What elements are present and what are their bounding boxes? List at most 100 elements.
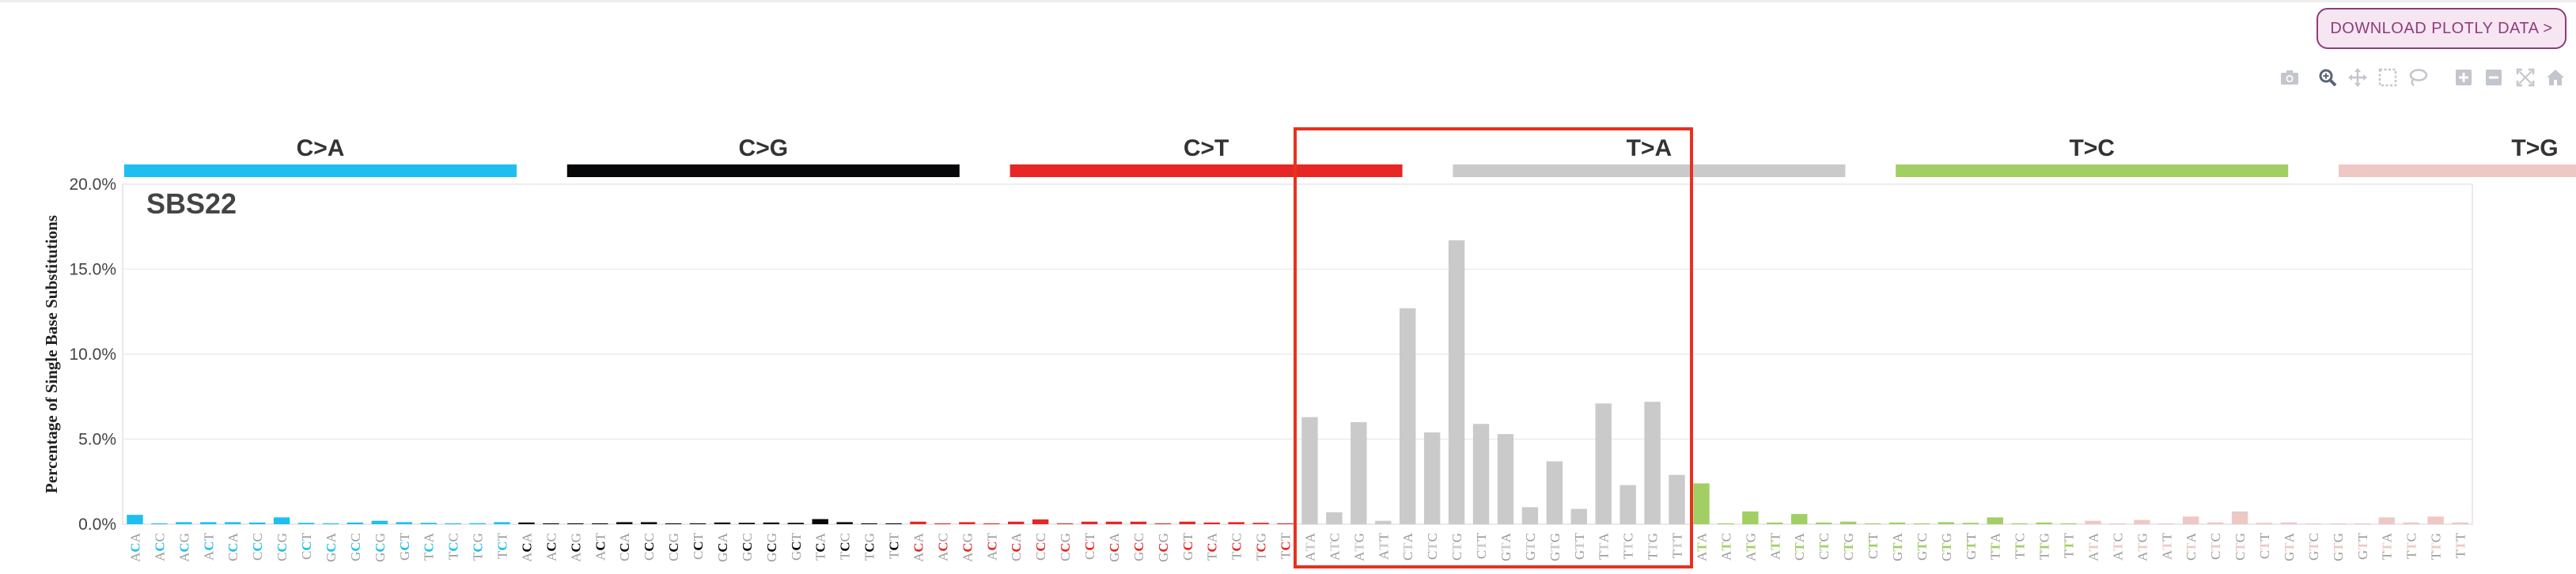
x-tick-label: TTA — [1988, 532, 2003, 560]
x-tick-label: ATT — [1767, 532, 1782, 560]
x-tick-label: ACA — [127, 532, 142, 562]
x-tick-label: GCT — [397, 532, 412, 561]
data-bar — [1277, 523, 1294, 524]
data-bar — [396, 522, 412, 524]
data-bar — [1619, 485, 1636, 524]
data-bar — [1839, 521, 1857, 524]
x-tick-label: CTA — [2184, 532, 2199, 561]
group-header-label: T>G — [2511, 135, 2558, 161]
data-bar — [469, 523, 486, 524]
download-plotly-data-button[interactable]: DOWNLOAD PLOTLY DATA > — [2317, 8, 2567, 49]
y-tick-label: 0.0% — [78, 515, 116, 534]
x-tick-label: TCG — [862, 533, 877, 561]
data-bar — [1987, 517, 2003, 524]
x-tick-label: ATA — [1302, 532, 1317, 561]
x-tick-label: CCT — [299, 532, 314, 560]
x-tick-label: GCA — [1107, 532, 1122, 562]
data-bar — [2060, 523, 2077, 524]
x-tick-label: CCC — [1033, 533, 1048, 561]
reset-axes-icon[interactable] — [2544, 66, 2567, 89]
data-bar — [1913, 523, 1930, 524]
group-header-bar-T>A — [1453, 164, 1846, 177]
pan-icon[interactable] — [2347, 66, 2369, 89]
y-tick-label: 15.0% — [69, 261, 116, 279]
box-select-icon[interactable] — [2377, 66, 2399, 89]
x-tick-label: GTG — [2331, 533, 2346, 561]
zoom-out-icon[interactable] — [2483, 66, 2505, 89]
autoscale-icon[interactable] — [2514, 66, 2536, 89]
group-header-label: C>T — [1184, 135, 1229, 161]
x-tick-label: TCA — [422, 532, 437, 561]
x-tick-label: TTG — [2037, 533, 2052, 560]
x-tick-label: ATA — [2085, 532, 2101, 561]
data-bar — [1669, 474, 1685, 524]
group-header-bar-C>A — [124, 164, 517, 177]
data-bar — [297, 523, 315, 524]
zoom-icon[interactable] — [2317, 66, 2339, 89]
x-tick-label: ACA — [911, 532, 926, 562]
x-tick-label: CTC — [1425, 533, 1440, 560]
data-bar — [200, 522, 217, 524]
x-tick-label: ACC — [935, 533, 950, 561]
data-bar — [567, 523, 584, 524]
data-bar — [1301, 417, 1318, 524]
x-tick-label: GCC — [740, 533, 755, 561]
x-tick-label: CTT — [1866, 532, 1881, 559]
data-bar — [1179, 521, 1195, 524]
data-bar — [2427, 516, 2444, 524]
x-tick-label: GTC — [2306, 533, 2321, 561]
zoom-in-icon[interactable] — [2453, 66, 2475, 89]
group-header-label: C>A — [297, 135, 345, 161]
data-bar — [1644, 402, 1661, 524]
data-bar — [1056, 523, 1074, 524]
data-bar — [2354, 523, 2370, 524]
data-bar — [1693, 483, 1710, 524]
x-tick-label: GTT — [2355, 532, 2370, 560]
x-tick-label: GTC — [1915, 533, 1930, 561]
x-tick-label: TTC — [1621, 533, 1636, 559]
data-bar — [2036, 522, 2052, 524]
x-tick-label: GCG — [1156, 533, 1171, 562]
x-tick-label: GTA — [1890, 532, 1905, 561]
group-header-bar-C>T — [1010, 164, 1403, 177]
top-divider — [0, 0, 2576, 2]
x-tick-label: CTT — [2257, 532, 2272, 559]
data-bar — [371, 520, 388, 524]
x-tick-label: GTA — [1498, 532, 1513, 561]
x-tick-label: GTT — [1572, 532, 1587, 560]
data-bar — [1742, 511, 1759, 524]
data-bar — [1228, 522, 1244, 524]
data-bar — [2158, 523, 2175, 524]
x-tick-label: CTA — [1400, 532, 1415, 561]
x-tick-label: TTT — [2062, 532, 2077, 558]
x-tick-label: ATC — [1718, 533, 1733, 561]
data-bar — [592, 523, 608, 524]
data-bar — [738, 523, 756, 524]
x-tick-label: ACC — [544, 533, 559, 561]
x-tick-label: TCC — [446, 533, 461, 560]
data-bar — [714, 522, 731, 524]
x-tick-label: CTC — [1816, 533, 1832, 560]
x-tick-label: GTT — [1964, 532, 1979, 560]
x-tick-label: ATG — [1743, 533, 1758, 561]
data-bar — [1032, 519, 1049, 524]
data-bar — [2305, 523, 2322, 524]
data-bar — [2378, 517, 2395, 524]
x-tick-label: CTG — [1841, 533, 1856, 561]
data-bar — [248, 522, 266, 524]
x-tick-label: TTA — [1597, 532, 1612, 560]
x-tick-label: TTG — [1646, 533, 1661, 560]
x-tick-label: GCG — [373, 533, 388, 562]
data-bar — [1546, 461, 1563, 524]
x-tick-label: ATG — [1351, 533, 1366, 561]
x-tick-label: ACA — [519, 532, 534, 562]
data-bar — [518, 522, 535, 524]
y-tick-label: 10.0% — [69, 346, 116, 364]
data-bar — [1423, 432, 1441, 524]
y-tick-label: 20.0% — [69, 176, 116, 194]
x-tick-label: GCG — [764, 533, 779, 562]
lasso-select-icon[interactable] — [2407, 66, 2429, 89]
x-tick-label: CCT — [1082, 532, 1097, 560]
camera-icon[interactable] — [2279, 66, 2301, 89]
data-bar — [1570, 508, 1587, 524]
